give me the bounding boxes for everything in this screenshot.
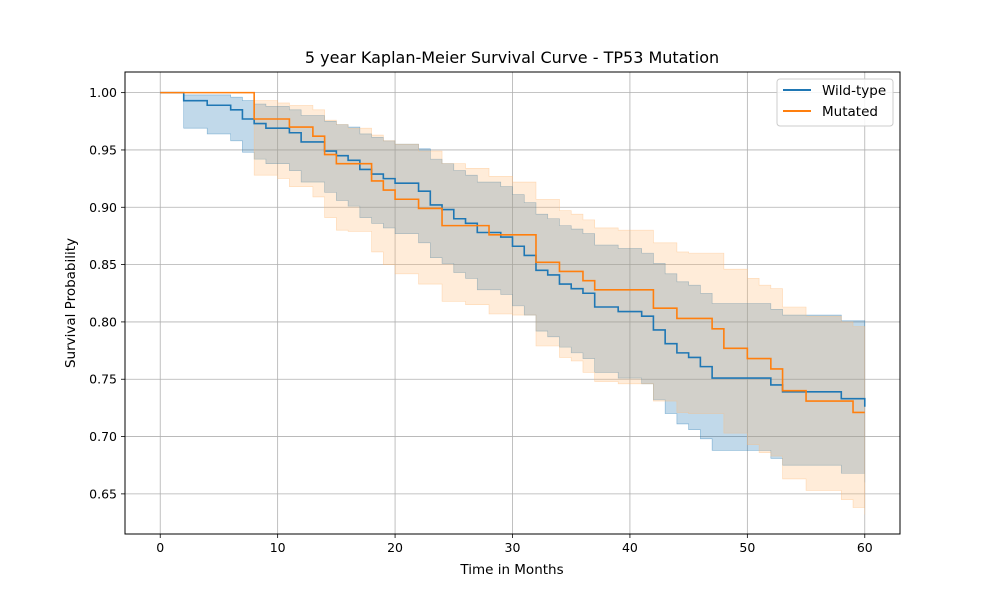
survival-lines [160, 91, 866, 414]
legend: Wild-type Mutated [776, 78, 894, 127]
confidence-bands [160, 92, 866, 515]
legend-label-wild-type: Wild-type [822, 83, 886, 99]
y-tick-label: 0.85 [89, 257, 117, 272]
x-tick-label: 40 [622, 540, 638, 555]
plot-area [124, 71, 901, 535]
y-tick-label: 0.75 [89, 372, 117, 387]
x-axis-label: Time in Months [459, 562, 563, 578]
axis-ticks: 0 10 20 30 40 50 60 0.65 0.70 0.75 0.80 0.85 0.90 0.9… [89, 85, 873, 555]
y-tick-label: 0.70 [89, 429, 117, 444]
x-tick-label: 60 [857, 540, 873, 555]
ci-band-mutated [160, 92, 866, 515]
chart-title: 5 year Kaplan-Meier Survival Curve - TP5… [305, 48, 719, 67]
legend-label-mutated: Mutated [822, 104, 878, 120]
x-tick-label: 30 [505, 540, 521, 555]
x-tick-label: 0 [156, 540, 164, 555]
x-tick-label: 20 [387, 540, 403, 555]
survival-line-wild-type [160, 91, 866, 407]
y-tick-label: 0.65 [89, 486, 117, 501]
y-tick-label: 0.95 [89, 142, 117, 157]
survival-line-mutated [160, 91, 865, 414]
x-tick-label: 50 [739, 540, 755, 555]
y-axis-label: Survival Probability [63, 238, 79, 368]
y-tick-label: 1.00 [89, 85, 117, 100]
y-tick-label: 0.90 [89, 200, 117, 215]
x-tick-label: 10 [270, 540, 286, 555]
y-tick-label: 0.80 [89, 314, 117, 329]
